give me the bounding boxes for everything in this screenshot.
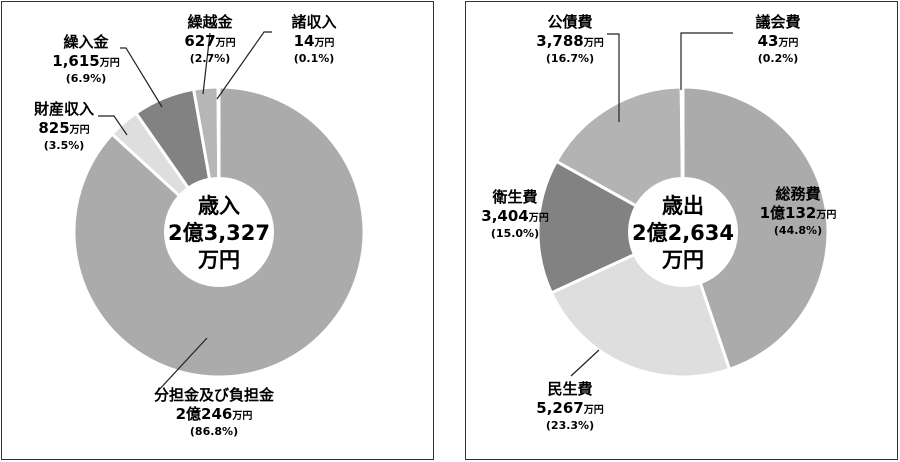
revenue-label-4-percent: (0.1%) [294,52,335,65]
expenditure-chart-panel: 歳出 2億2,634 万円 総務費 1億132万円 (44.8%) 民生費 5,267万… [465,1,898,460]
revenue-leader-1 [98,115,128,136]
revenue-label-4-amount-value: 14 [294,32,315,50]
revenue-label-0-amount-unit: 万円 [231,410,252,422]
revenue-label-2-amount: 1,615万円 [52,52,119,70]
expenditure-center-unit: 万円 [661,248,704,272]
revenue-label-1-amount-value: 825 [38,119,69,137]
revenue-label-0-percent: (86.8%) [190,425,238,438]
revenue-label-4-amount-unit: 万円 [313,37,334,49]
expenditure-leader-1 [570,349,600,377]
expenditure-label-2-amount-unit: 万円 [528,212,549,224]
revenue-leader-0 [156,337,208,393]
expenditure-leader-4 [680,32,733,90]
expenditure-slice-0 [681,85,830,372]
revenue-pie-chart: 歳入 2億3,327 万円 分担金及び負担金2億246万円(86.8%)財産収入… [33,13,366,438]
revenue-leader-2 [120,47,163,108]
expenditure-label-3-name: 公債費 [547,13,592,31]
revenue-center-title: 歳入 [198,194,240,218]
revenue-label-2-amount-unit: 万円 [99,57,120,69]
expenditure-label-3-percent: (16.7%) [546,52,594,65]
expenditure-label-0-name: 総務費 [775,185,820,203]
revenue-label-0-name: 分担金及び負担金 [154,386,275,404]
revenue-label-2-amount-value: 1,615 [52,52,99,70]
revenue-label-3-name: 繰越金 [187,13,233,31]
revenue-chart-panel: 歳入 2億3,327 万円 分担金及び負担金 2億246万円 (86.8%) 財産収入… [1,1,434,460]
revenue-leader-3 [202,32,211,95]
expenditure-label-1-percent: (23.3%) [546,419,594,432]
expenditure-label-4-percent: (0.2%) [758,52,799,65]
expenditure-label-3-amount-unit: 万円 [583,37,604,49]
revenue-leader-4 [216,31,272,100]
expenditure-label-1-amount: 5,267万円 [536,399,603,417]
revenue-label-2-percent: (6.9%) [66,72,107,85]
expenditure-label-2-amount: 3,404万円 [481,207,548,225]
revenue-center-unit: 万円 [197,248,240,272]
expenditure-label-0-amount-value: 1億132 [760,204,817,222]
expenditure-label-0-amount: 1億132万円 [760,204,837,222]
revenue-label-3-amount-unit: 万円 [215,37,236,49]
revenue-label-0-amount-value: 2億246 [176,405,233,423]
expenditure-label-2-name: 衛生費 [491,188,537,206]
expenditure-pie-chart: 歳出 2億2,634 万円 総務費1億132万円(44.8%)民生費5,267万… [481,13,837,432]
revenue-label-2-name: 繰入金 [63,33,109,51]
revenue-label-1-name: 財産収入 [33,100,94,118]
revenue-label-1-amount-unit: 万円 [69,124,90,136]
expenditure-center-hole [628,177,738,287]
expenditure-slice-2 [536,159,687,295]
expenditure-label-0-percent: (44.8%) [774,224,822,237]
expenditure-label-4-amount-unit: 万円 [777,37,798,49]
expenditure-label-2-amount-value: 3,404 [481,207,528,225]
revenue-label-1-percent: (3.5%) [44,139,85,152]
expenditure-label-4-amount-value: 43 [758,32,779,50]
expenditure-label-4-amount: 43万円 [758,32,799,50]
revenue-label-4-name: 諸収入 [291,13,336,31]
expenditure-label-1-amount-value: 5,267 [536,399,583,417]
expenditure-label-3-amount: 3,788万円 [536,32,603,50]
revenue-label-3-amount-value: 627 [184,32,215,50]
expenditure-leader-3 [607,33,620,122]
expenditure-label-2-percent: (15.0%) [491,227,539,240]
expenditure-label-1-amount-unit: 万円 [583,404,604,416]
revenue-label-0-amount: 2億246万円 [176,405,253,423]
expenditure-label-0-amount-unit: 万円 [815,209,836,221]
revenue-center-hole [164,177,274,287]
revenue-label-3-percent: (2.7%) [190,52,231,65]
revenue-label-4-amount: 14万円 [294,32,335,50]
expenditure-label-1-name: 民生費 [547,380,592,398]
expenditure-center-title: 歳出 [662,194,704,218]
revenue-center-amount: 2億3,327 [168,221,270,245]
expenditure-center-amount: 2億2,634 [632,221,734,245]
revenue-label-3-amount: 627万円 [184,32,235,50]
revenue-label-1-amount: 825万円 [38,119,89,137]
expenditure-label-3-amount-value: 3,788 [536,32,583,50]
expenditure-label-4-name: 議会費 [755,13,800,31]
